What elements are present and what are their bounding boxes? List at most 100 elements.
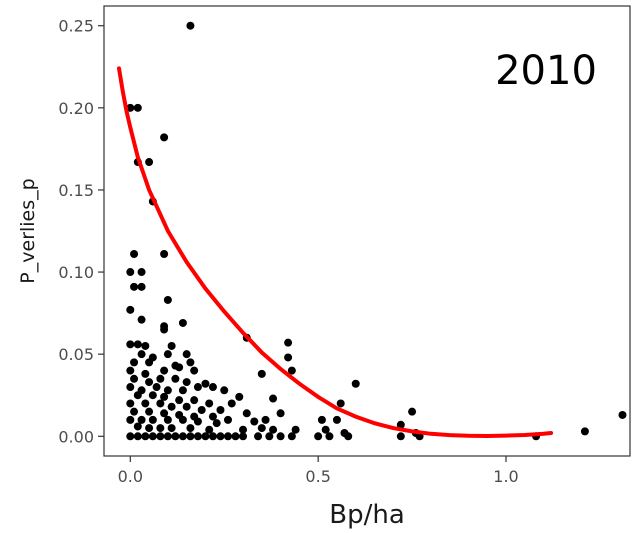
- data-point: [126, 340, 135, 349]
- data-point: [284, 338, 293, 347]
- fitted-curve: [117, 66, 554, 439]
- data-point: [182, 378, 191, 387]
- data-point: [239, 425, 248, 434]
- data-points: [126, 21, 627, 441]
- data-point: [126, 103, 135, 112]
- data-point: [190, 366, 199, 375]
- data-point: [242, 409, 251, 418]
- data-point: [205, 425, 214, 434]
- data-point: [160, 392, 169, 401]
- data-point: [163, 350, 172, 359]
- data-point: [145, 358, 154, 367]
- data-point: [133, 340, 142, 349]
- y-axis-ticks: 0.00 0.05 0.10 0.15 0.20 0.25: [58, 17, 104, 446]
- data-point: [223, 432, 232, 441]
- data-point: [137, 350, 146, 359]
- data-point: [208, 432, 217, 441]
- data-point: [269, 425, 278, 434]
- data-point: [220, 386, 229, 395]
- data-point: [141, 369, 150, 378]
- x-axis-ticks: 0.0 0.5 1.0: [118, 456, 519, 486]
- data-point: [141, 432, 150, 441]
- data-point: [152, 383, 161, 392]
- data-point: [257, 424, 266, 433]
- data-point: [126, 268, 135, 277]
- year-annotation: 2010: [495, 48, 597, 94]
- data-point: [216, 406, 225, 415]
- data-point: [126, 399, 135, 408]
- data-point: [148, 415, 157, 424]
- data-point: [137, 315, 146, 324]
- data-point: [254, 432, 263, 441]
- data-point: [167, 341, 176, 350]
- data-point: [325, 432, 334, 441]
- data-point: [208, 412, 217, 421]
- data-point: [175, 363, 184, 372]
- data-point: [133, 422, 142, 431]
- data-point: [197, 406, 206, 415]
- y-tick-label: 0.10: [58, 263, 94, 282]
- data-point: [396, 432, 405, 441]
- data-point: [186, 358, 195, 367]
- data-point: [223, 415, 232, 424]
- data-point: [336, 399, 345, 408]
- data-point: [160, 249, 169, 258]
- data-point: [133, 391, 142, 400]
- data-point: [141, 341, 150, 350]
- data-point: [287, 432, 296, 441]
- data-point: [408, 407, 417, 416]
- y-tick-label: 0.20: [58, 99, 94, 118]
- data-point: [182, 402, 191, 411]
- data-point: [163, 432, 172, 441]
- data-point: [178, 386, 187, 395]
- data-point: [227, 399, 236, 408]
- data-point: [276, 432, 285, 441]
- data-point: [156, 424, 165, 433]
- y-axis-title: P_verlies_p: [17, 178, 39, 283]
- data-point: [205, 399, 214, 408]
- data-point: [167, 424, 176, 433]
- data-point: [201, 432, 210, 441]
- data-point: [178, 318, 187, 327]
- data-point: [130, 249, 139, 258]
- y-tick-label: 0.05: [58, 345, 94, 364]
- data-point: [163, 295, 172, 304]
- data-point: [178, 432, 187, 441]
- data-point: [396, 420, 405, 429]
- data-point: [137, 268, 146, 277]
- data-point: [231, 432, 240, 441]
- y-tick-label: 0.15: [58, 181, 94, 200]
- x-tick-label: 0.5: [305, 467, 330, 486]
- data-point: [130, 282, 139, 291]
- data-point: [344, 432, 353, 441]
- data-point: [126, 383, 135, 392]
- data-point: [133, 432, 142, 441]
- data-point: [208, 383, 217, 392]
- data-point: [160, 133, 169, 142]
- data-point: [145, 158, 154, 167]
- data-point: [193, 432, 202, 441]
- data-point: [163, 415, 172, 424]
- data-point: [239, 432, 248, 441]
- data-point: [130, 407, 139, 416]
- data-point: [351, 379, 360, 388]
- data-point: [257, 369, 266, 378]
- data-point: [182, 350, 191, 359]
- data-point: [171, 432, 180, 441]
- data-point: [148, 391, 157, 400]
- data-point: [141, 399, 150, 408]
- data-point: [332, 415, 341, 424]
- data-point: [160, 325, 169, 334]
- data-point: [156, 399, 165, 408]
- data-point: [287, 366, 296, 375]
- data-point: [216, 432, 225, 441]
- y-tick-label: 0.25: [58, 17, 94, 36]
- data-point: [126, 366, 135, 375]
- data-point: [175, 396, 184, 405]
- data-point: [163, 386, 172, 395]
- data-point: [186, 432, 195, 441]
- data-point: [250, 417, 259, 426]
- data-point: [276, 409, 285, 418]
- x-tick-label: 0.0: [118, 467, 143, 486]
